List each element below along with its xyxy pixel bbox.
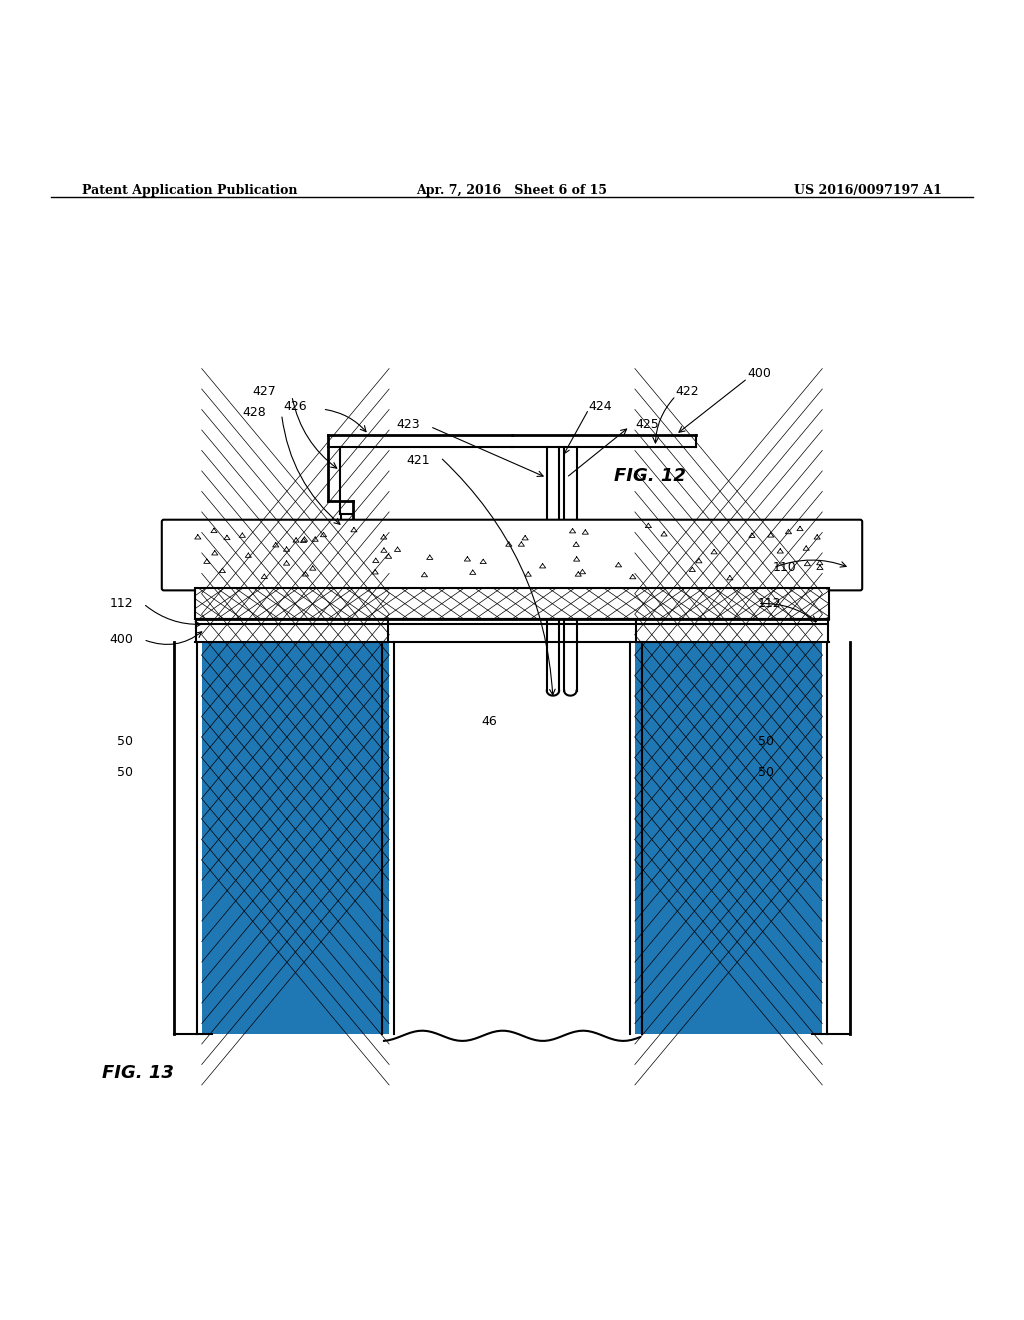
Text: 421: 421 <box>407 454 430 467</box>
Text: 422: 422 <box>676 385 699 399</box>
Text: 50: 50 <box>117 766 133 779</box>
Bar <box>635 642 822 1034</box>
Text: 425: 425 <box>635 418 658 430</box>
Text: 110: 110 <box>773 561 797 574</box>
Text: Patent Application Publication: Patent Application Publication <box>82 183 297 197</box>
Text: 424: 424 <box>589 400 612 413</box>
Text: 50: 50 <box>758 735 774 748</box>
Bar <box>195 589 829 619</box>
Text: 423: 423 <box>396 418 420 430</box>
Text: 427: 427 <box>253 385 276 399</box>
Text: FIG. 12: FIG. 12 <box>614 467 686 486</box>
Text: US 2016/0097197 A1: US 2016/0097197 A1 <box>795 183 942 197</box>
FancyBboxPatch shape <box>162 520 862 590</box>
Text: 400: 400 <box>748 367 771 380</box>
Text: 426: 426 <box>284 400 307 413</box>
Text: Apr. 7, 2016   Sheet 6 of 15: Apr. 7, 2016 Sheet 6 of 15 <box>417 183 607 197</box>
Text: FIG. 13: FIG. 13 <box>102 1064 174 1082</box>
Text: 400: 400 <box>110 634 133 645</box>
Text: 112: 112 <box>110 597 133 610</box>
Text: 50: 50 <box>758 766 774 779</box>
Text: 428: 428 <box>243 405 266 418</box>
Text: 112: 112 <box>758 597 781 610</box>
Text: 46: 46 <box>481 715 497 727</box>
Bar <box>202 642 389 1034</box>
Text: 50: 50 <box>117 735 133 748</box>
